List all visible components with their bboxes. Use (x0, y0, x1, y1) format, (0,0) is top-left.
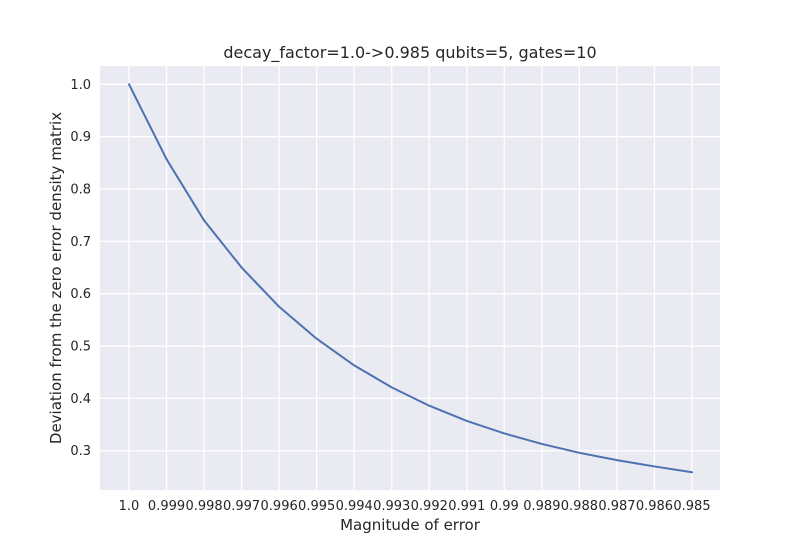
x-tick-label: 1.0 (119, 499, 140, 514)
x-tick-label: 0.99 (490, 499, 519, 514)
x-tick-label: 0.995 (298, 499, 335, 514)
y-tick-label: 0.8 (70, 183, 91, 198)
plot-area (100, 66, 720, 490)
y-tick-label: 0.9 (70, 130, 91, 145)
x-tick-label: 0.998 (185, 499, 222, 514)
y-tick-label: 0.5 (70, 340, 91, 355)
x-tick-labels: 1.0 0.999 0.998 0.997 0.996 0.995 0.994 0.993 0.… (119, 499, 711, 514)
y-axis-label: Deviation from the zero error density ma… (47, 112, 65, 444)
x-tick-label: 0.997 (223, 499, 260, 514)
x-tick-label: 0.987 (598, 499, 635, 514)
x-tick-label: 0.985 (673, 499, 710, 514)
y-tick-label: 0.4 (70, 392, 91, 407)
x-tick-label: 0.999 (148, 499, 185, 514)
gridlines (100, 66, 720, 490)
x-tick-label: 0.988 (561, 499, 598, 514)
x-tick-label: 0.991 (448, 499, 485, 514)
y-tick-label: 0.6 (70, 287, 91, 302)
x-axis-label: Magnitude of error (340, 516, 481, 534)
y-tick-label: 0.3 (70, 444, 91, 459)
x-tick-label: 0.996 (261, 499, 298, 514)
series-layer (128, 83, 693, 474)
y-tick-label: 1.0 (70, 78, 91, 93)
x-tick-label: 0.993 (373, 499, 410, 514)
x-tick-label: 0.986 (636, 499, 673, 514)
chart-title: decay_factor=1.0->0.985 qubits=5, gates=… (223, 43, 596, 63)
x-tick-label: 0.994 (336, 499, 373, 514)
series-line (128, 83, 693, 474)
x-tick-label: 0.989 (523, 499, 560, 514)
y-tick-labels: 0.3 0.4 0.5 0.6 0.7 0.8 0.9 1.0 (70, 78, 91, 459)
x-tick-label: 0.992 (411, 499, 448, 514)
y-tick-label: 0.7 (70, 235, 91, 250)
